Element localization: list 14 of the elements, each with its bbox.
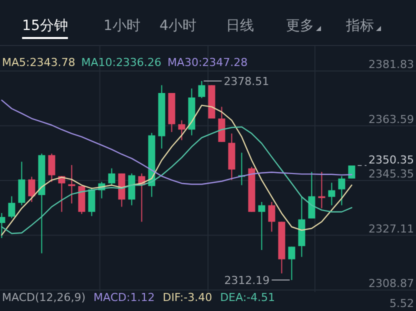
y-tick-label: 2345.35 [368,168,414,180]
legend: MA5:2343.78 MA10:2336.26 MA30:2347.28 [2,56,248,69]
tabs: 15分钟 1小时 4小时 日线 更多 指标 [22,18,381,39]
ref-line-label: 2350.35 [368,153,414,166]
note: 2378.51 [203,74,270,88]
y-tick-label: 2308.87 [368,277,414,290]
ref-line: 2350.35 [357,154,414,166]
y-tick-label: 2327.11 [368,222,414,236]
y-tick-label: 2363.59 [368,112,414,126]
y-tick-label: 2381.83 [368,58,414,71]
note: 2312.19 [224,274,290,288]
annotation: 2312.19 [224,274,270,288]
indicator: MACD(12,26,9) MACD:1.12 DIF:-3.40 DEA:-4.51 5.52 [2,291,414,310]
annotation: 2378.51 [224,74,270,88]
